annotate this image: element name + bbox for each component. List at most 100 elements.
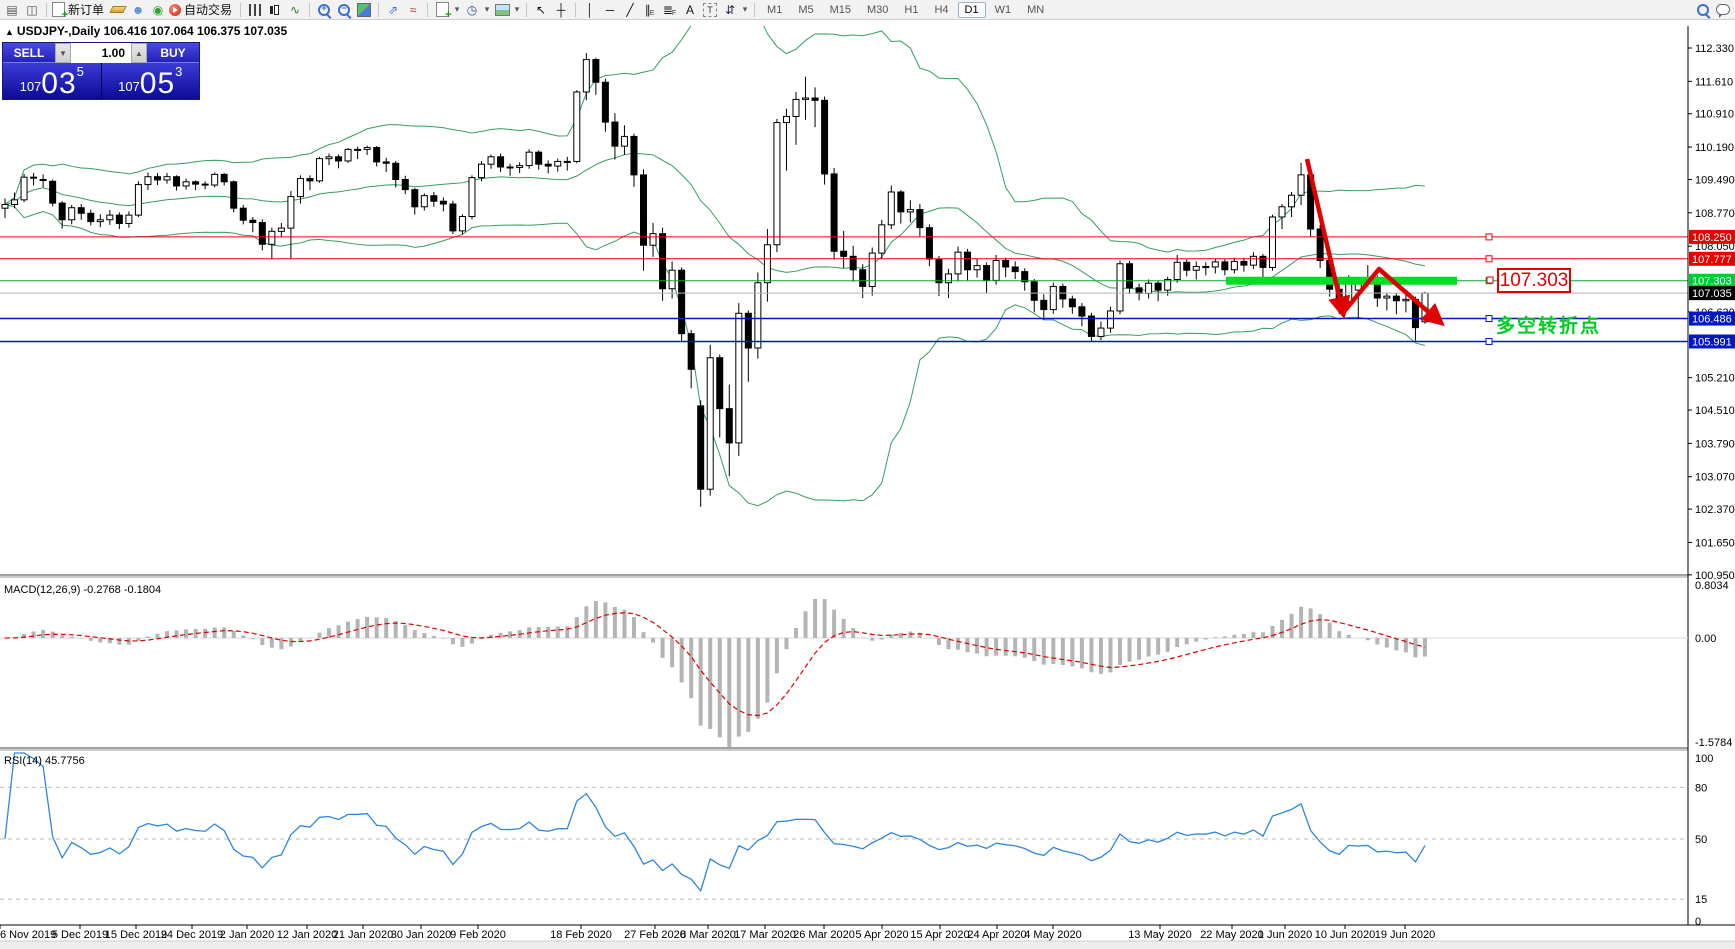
svg-text:21 Jan 2020: 21 Jan 2020 — [333, 929, 394, 941]
svg-text:26 Mar 2020: 26 Mar 2020 — [793, 929, 855, 941]
zoom-in-icon: + — [318, 3, 331, 16]
svg-text:12 Jan 2020: 12 Jan 2020 — [277, 929, 338, 941]
svg-text:24 Dec 2019: 24 Dec 2019 — [161, 929, 223, 941]
svg-text:10 Jun 2020: 10 Jun 2020 — [1315, 929, 1376, 941]
cursor-icon[interactable]: ↖ — [536, 2, 547, 17]
svg-text:105.210: 105.210 — [1695, 373, 1735, 385]
zoom-in-icon[interactable]: + — [315, 1, 333, 19]
buy-price-handle: 107 — [118, 79, 140, 94]
toolbar-separator — [46, 2, 47, 17]
sell-button[interactable]: SELL — [3, 43, 55, 63]
zoom-out-icon[interactable]: − — [335, 1, 353, 19]
signal-icon[interactable]: ◉ — [152, 2, 164, 17]
svg-text:108.250: 108.250 — [1692, 232, 1732, 244]
chart-window-icon[interactable]: ▤ — [6, 2, 18, 17]
add-indicator-icon[interactable] — [433, 1, 452, 21]
person-icon[interactable]: ☻ — [131, 2, 145, 17]
price-axis[interactable]: 112.330 111.610 110.910 110.190 109.490 108.7… — [1688, 43, 1735, 582]
template-icon[interactable] — [493, 1, 511, 19]
svg-text:22 May 2020: 22 May 2020 — [1200, 929, 1264, 941]
add-indicator-caret[interactable]: ▾ — [454, 4, 460, 14]
buy-price[interactable]: 107 05 3 — [101, 63, 199, 99]
autotrade-button-label: 自动交易 — [184, 3, 233, 17]
svg-text:27 Feb 2020: 27 Feb 2020 — [624, 929, 686, 941]
svg-text:108.050: 108.050 — [1695, 241, 1735, 253]
arrows-caret[interactable]: ▾ — [742, 4, 748, 14]
equidistant-channel-icon[interactable]: ∥ E — [644, 2, 655, 18]
svg-text:1 Jun 2020: 1 Jun 2020 — [1258, 929, 1312, 941]
one-click-trading-panel: SELL ▼ 1.00 ▲ BUY 107 03 5 107 05 3 — [2, 42, 200, 100]
svg-text:110.910: 110.910 — [1695, 109, 1734, 121]
sell-price[interactable]: 107 03 5 — [3, 63, 102, 99]
tf-w1[interactable]: W1 — [994, 3, 1012, 16]
volume-input[interactable]: 1.00 — [71, 43, 131, 63]
text-icon[interactable]: A — [686, 2, 695, 17]
svg-text:5 Apr 2020: 5 Apr 2020 — [855, 929, 908, 941]
candle-chart-icon[interactable] — [266, 1, 284, 19]
svg-text:15: 15 — [1695, 894, 1707, 906]
volume-down-button[interactable]: ▼ — [55, 43, 71, 63]
tf-mn[interactable]: MN — [1027, 3, 1045, 16]
tile-windows-icon[interactable] — [355, 1, 373, 19]
svg-text:107.777: 107.777 — [1692, 254, 1732, 266]
add-indicator-icon — [435, 2, 452, 21]
svg-text:50: 50 — [1695, 834, 1707, 846]
svg-text:9 Feb 2020: 9 Feb 2020 — [450, 929, 506, 941]
svg-text:24 Apr 2020: 24 Apr 2020 — [967, 929, 1026, 941]
fibonacci-icon[interactable]: ≣ F — [662, 2, 677, 18]
arrow-annotations[interactable] — [1304, 158, 1494, 327]
new-order-button[interactable]: 新订单 — [52, 1, 107, 21]
indicators-icon[interactable]: ⇗ — [388, 2, 399, 17]
svg-text:108.770: 108.770 — [1695, 208, 1735, 220]
template-icon — [494, 3, 510, 16]
turning-point-text[interactable]: 多空转折点 — [1496, 316, 1602, 337]
price-annotation-label[interactable]: 107.303 — [1497, 268, 1571, 293]
volume-up-button[interactable]: ▲ — [131, 43, 147, 63]
svg-text:102.370: 102.370 — [1695, 504, 1735, 516]
svg-text:110.190: 110.190 — [1695, 142, 1734, 154]
template-caret[interactable]: ▾ — [514, 4, 520, 14]
svg-text:106.486: 106.486 — [1692, 314, 1732, 326]
svg-text:0: 0 — [1695, 916, 1701, 928]
tf-d1[interactable]: D1 — [957, 1, 986, 18]
tf-m5[interactable]: M5 — [798, 3, 814, 16]
object-hlines[interactable] — [0, 233, 1688, 345]
svg-text:15 Apr 2020: 15 Apr 2020 — [910, 929, 969, 941]
tile-windows-icon — [357, 2, 372, 17]
search-icon[interactable] — [1694, 1, 1712, 19]
clock-icon[interactable]: ◷ — [466, 2, 478, 17]
buy-button[interactable]: BUY — [147, 43, 199, 63]
cycles-icon[interactable]: ≈ — [409, 2, 417, 17]
chat-icon[interactable] — [1714, 1, 1732, 19]
tf-m15[interactable]: M15 — [829, 3, 851, 16]
autotrade-button[interactable]: 自动交易 — [169, 1, 235, 19]
new-order-button-label: 新订单 — [68, 3, 105, 17]
tf-m30[interactable]: M30 — [867, 3, 889, 16]
vertical-line-icon[interactable]: │ — [586, 2, 594, 17]
sell-price-pip: 5 — [76, 64, 84, 79]
svg-text:2 Jan 2020: 2 Jan 2020 — [220, 929, 274, 941]
clock-caret[interactable]: ▾ — [484, 4, 490, 14]
svg-text:104.510: 104.510 — [1695, 405, 1735, 417]
svg-text:0.00: 0.00 — [1695, 633, 1716, 645]
arrows-icon[interactable]: ⇵ — [725, 2, 736, 17]
tf-m1[interactable]: M1 — [767, 3, 783, 16]
collapse-triangle-icon[interactable]: ▲ — [5, 27, 14, 37]
toolbar: ▤ ◫ 新订单 ☻ ◉ 自动交易 ∿ +− ⇗ ≈ ▾ ◷ ▾ ▾ ↖ ┼ │ ─ ╱ ∥E ≣F AT ⇵ ▾ M1 M5 M15… — [0, 0, 1735, 21]
profile-icon[interactable]: ◫ — [26, 2, 38, 17]
bar-chart-icon[interactable] — [246, 1, 264, 19]
svg-text:107.303: 107.303 — [1692, 276, 1732, 288]
crosshair-icon[interactable]: ┼ — [556, 2, 566, 17]
horizontal-line-icon[interactable]: ─ — [605, 2, 615, 17]
label-icon[interactable]: T — [701, 1, 719, 19]
svg-text:105.991: 105.991 — [1692, 336, 1732, 348]
crayon-icon[interactable] — [109, 1, 127, 19]
trendline-icon[interactable]: ╱ — [626, 2, 634, 17]
autotrade-button — [169, 3, 182, 16]
search-icon — [1697, 3, 1709, 16]
tf-h4[interactable]: H4 — [934, 3, 949, 16]
tf-h1[interactable]: H1 — [904, 3, 919, 16]
line-chart-icon[interactable]: ∿ — [290, 2, 301, 17]
